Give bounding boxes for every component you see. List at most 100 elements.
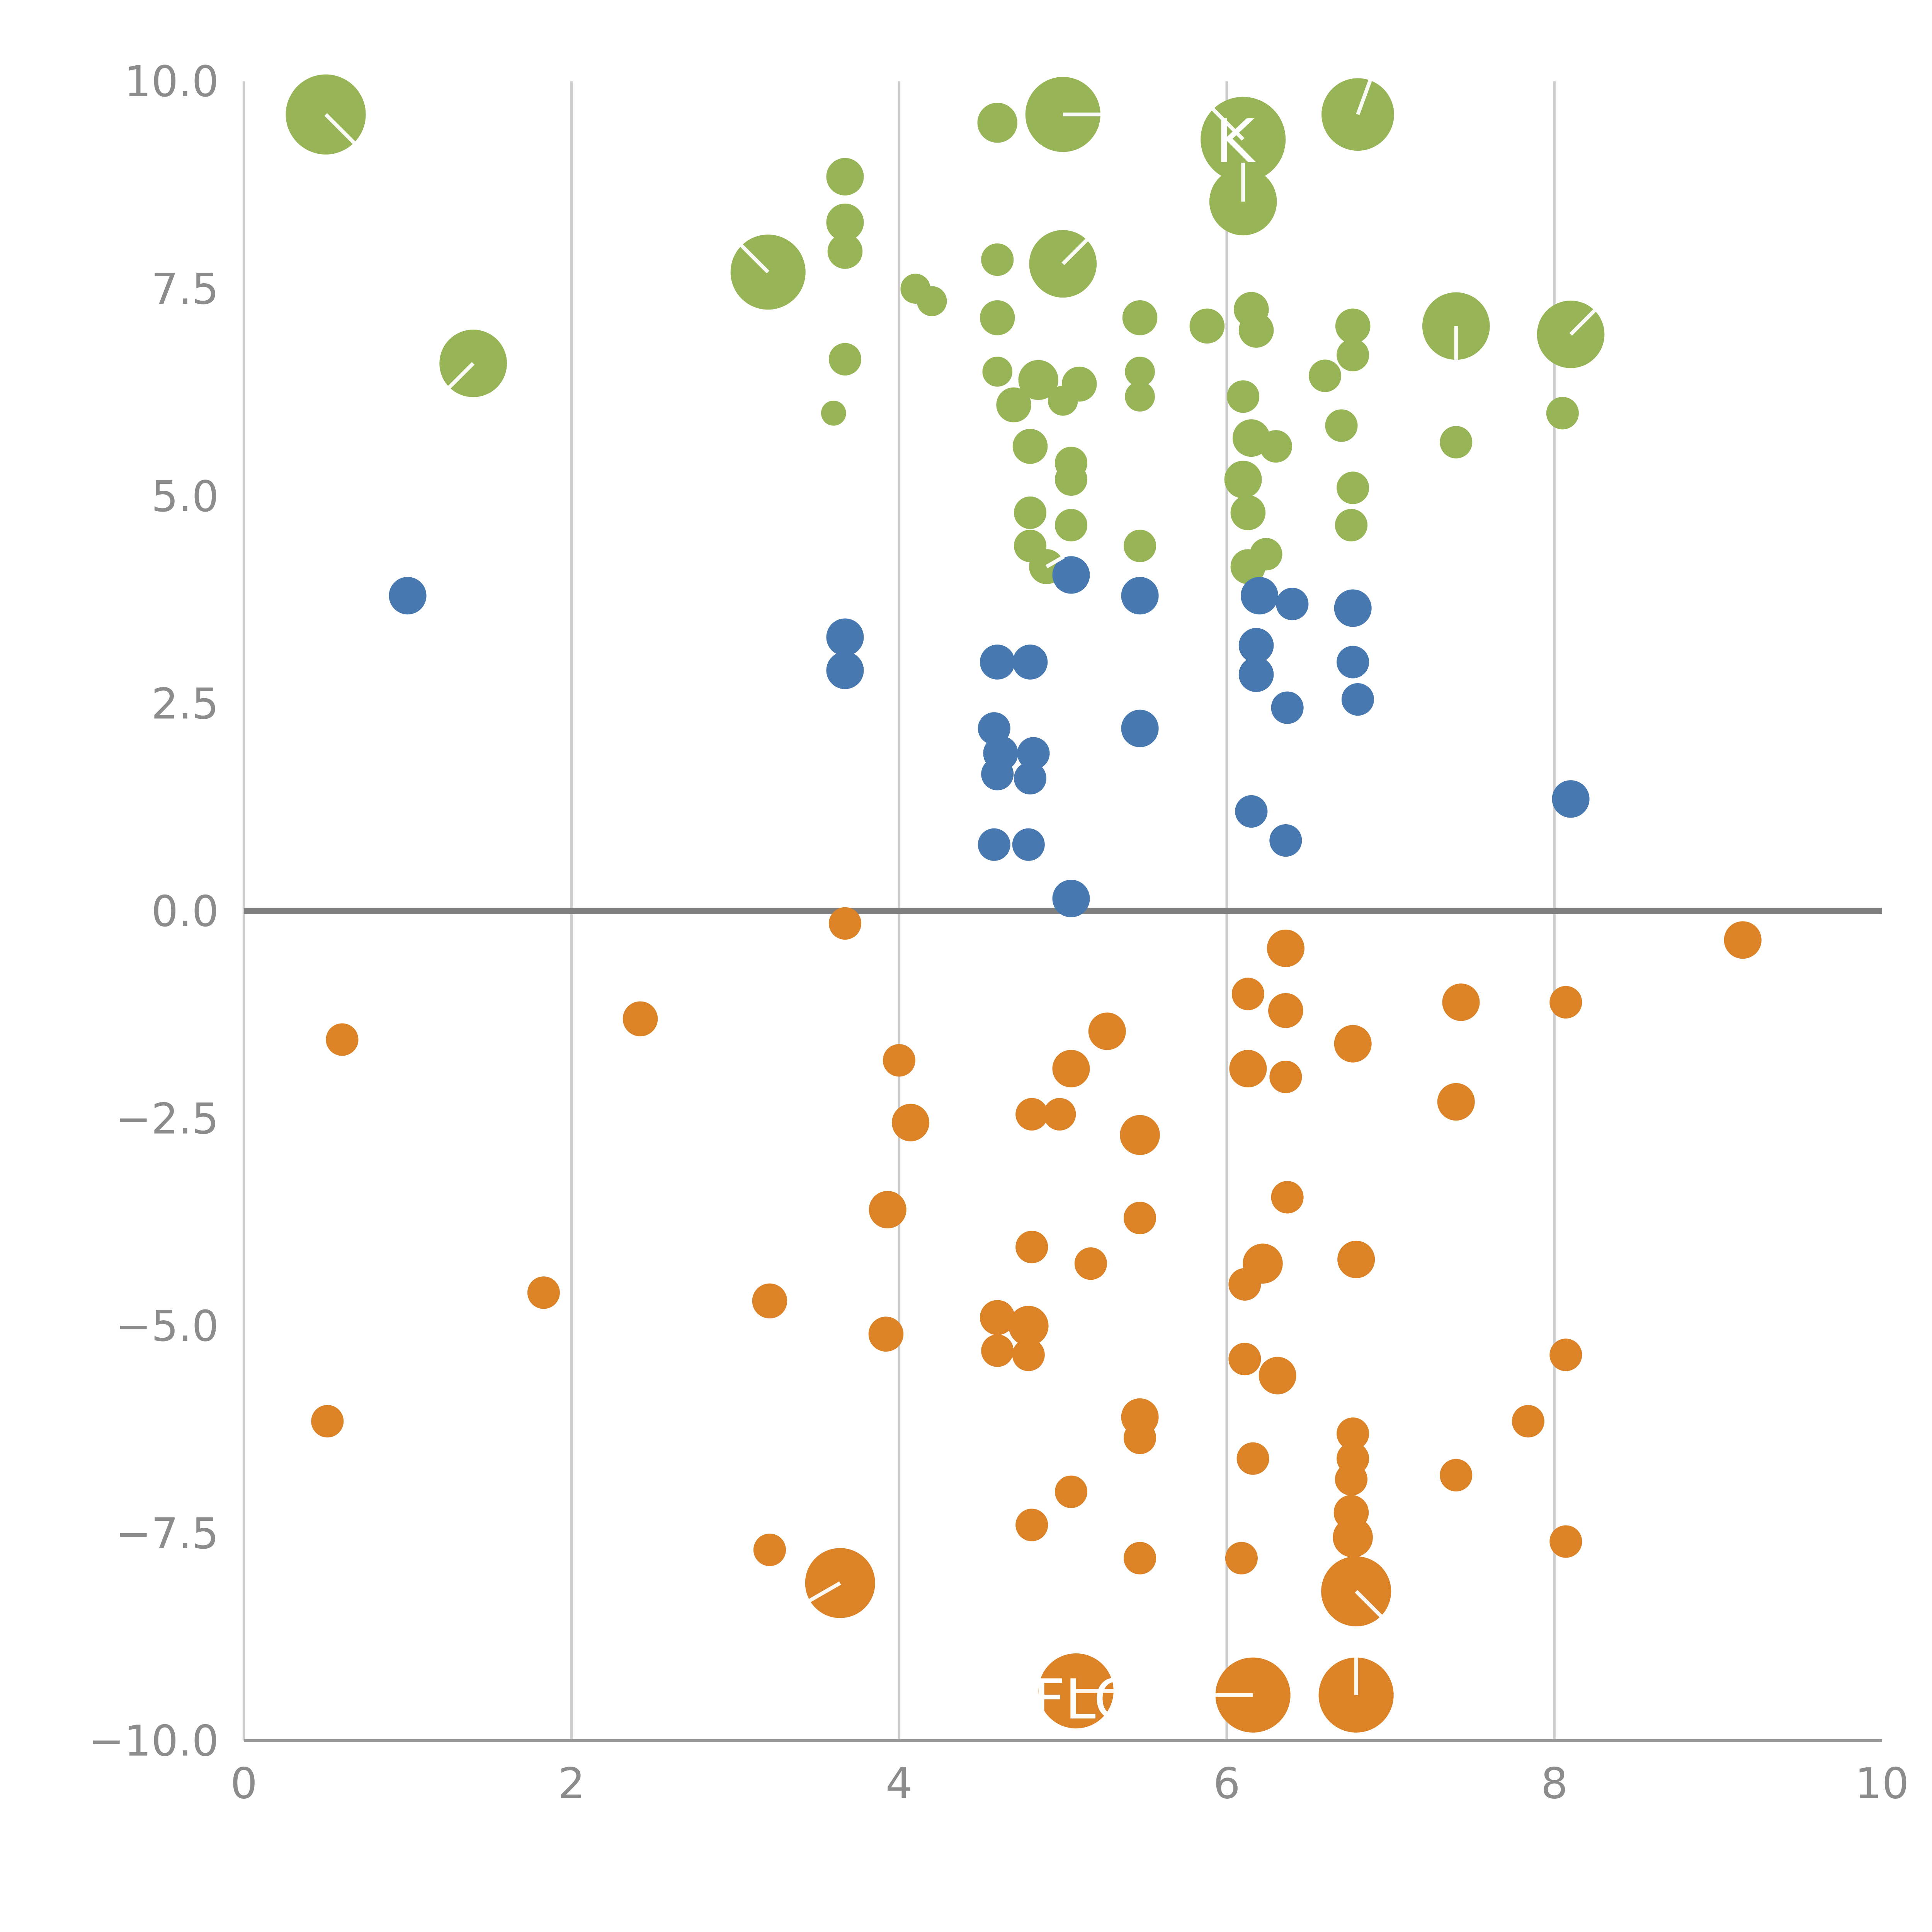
data-point-orange — [1009, 1306, 1049, 1346]
data-point-orange — [1334, 1025, 1372, 1063]
data-point-orange — [1512, 1405, 1544, 1438]
data-point-orange — [1267, 929, 1304, 967]
data-point-blue — [1334, 589, 1372, 627]
data-point-orange — [1123, 1202, 1156, 1235]
data-point-blue — [1276, 588, 1309, 621]
data-point-orange — [981, 1334, 1014, 1367]
y-tick-label: 7.5 — [151, 264, 219, 314]
data-point-orange — [1437, 1083, 1475, 1121]
data-point-orange — [1229, 1050, 1267, 1088]
data-point-green — [828, 343, 862, 376]
data-point-blue — [1052, 556, 1090, 594]
data-point-blue — [981, 758, 1014, 791]
data-point-green — [981, 243, 1014, 276]
data-point-orange — [1015, 1098, 1048, 1131]
data-point-blue — [1337, 646, 1369, 679]
data-point-orange — [1269, 1060, 1302, 1094]
data-point-blue — [826, 618, 864, 656]
data-point-green — [1123, 529, 1156, 562]
data-point-blue — [1271, 691, 1304, 724]
y-tick-label: −2.5 — [116, 1094, 219, 1143]
y-tick-label: −5.0 — [116, 1301, 219, 1351]
data-point-orange — [1724, 921, 1762, 959]
data-point-orange — [1015, 1509, 1048, 1541]
data-point-orange — [1225, 1542, 1258, 1575]
label-leader-line — [324, 113, 360, 148]
y-tick-label: −7.5 — [116, 1509, 219, 1558]
x-tick-label: 10 — [1855, 1759, 1909, 1808]
label-leader-line — [736, 240, 770, 274]
data-point-green — [1335, 308, 1371, 344]
label-leader-line — [804, 1581, 841, 1605]
data-point-orange — [1271, 1181, 1304, 1214]
data-point-orange — [1228, 1343, 1261, 1376]
y-tick-label: 5.0 — [151, 472, 219, 521]
data-point-green — [826, 158, 864, 196]
data-point-orange — [1268, 993, 1303, 1028]
data-point-orange — [1440, 1459, 1473, 1492]
x-tick-label: 6 — [1213, 1759, 1240, 1808]
data-point-blue — [1552, 780, 1590, 818]
label-leader-line — [1356, 75, 1374, 115]
data-point-orange — [883, 1044, 915, 1077]
data-point-green — [1125, 357, 1155, 387]
data-point-green — [1325, 409, 1358, 442]
bubble-label: K — [1215, 106, 1256, 176]
data-point-orange — [1054, 1475, 1088, 1508]
data-point-blue — [1121, 577, 1159, 615]
data-point-orange — [1012, 1338, 1045, 1371]
data-point-blue — [1238, 628, 1274, 663]
data-point-green — [917, 286, 947, 316]
data-point-orange — [1337, 1240, 1375, 1278]
data-point-orange — [869, 1191, 906, 1229]
data-point-orange — [752, 1283, 787, 1319]
data-point-green — [1227, 380, 1260, 413]
data-point-green — [977, 102, 1018, 143]
label-leader-line — [1569, 305, 1600, 336]
data-point-green — [1189, 308, 1225, 344]
data-point-orange — [868, 1316, 904, 1352]
data-point-green — [1012, 429, 1048, 464]
data-point-orange — [1015, 1231, 1048, 1264]
x-tick-label: 0 — [230, 1759, 257, 1808]
data-point-green — [1125, 381, 1155, 412]
data-point-green — [1230, 495, 1266, 531]
y-tick-label: 10.0 — [124, 57, 219, 106]
data-point-green — [1014, 496, 1047, 529]
y-tick-label: 2.5 — [151, 679, 219, 729]
data-point-green — [1054, 509, 1088, 542]
data-point-orange — [1549, 1525, 1582, 1558]
data-point-orange — [1236, 1442, 1269, 1475]
data-point-orange — [311, 1405, 344, 1438]
data-point-green — [1309, 359, 1342, 392]
data-point-orange — [1335, 1463, 1368, 1496]
bubble-label: N — [1266, 214, 1308, 278]
data-point-blue — [1341, 683, 1374, 716]
bubble-label: s — [440, 386, 457, 424]
data-point-orange — [1231, 978, 1264, 1010]
data-point-green — [826, 203, 864, 241]
data-point-blue — [1012, 645, 1048, 680]
data-point-orange — [1052, 1050, 1090, 1088]
data-point-green — [1018, 360, 1058, 400]
data-point-orange — [980, 1300, 1015, 1335]
data-point-orange — [1549, 1338, 1582, 1371]
data-point-orange — [1043, 1098, 1076, 1131]
data-point-green — [996, 387, 1031, 423]
label-leader-line — [1061, 235, 1092, 265]
data-point-green — [1048, 386, 1078, 416]
data-point-orange — [1333, 1517, 1373, 1558]
data-point-green — [1224, 461, 1262, 498]
data-point-orange — [828, 907, 862, 940]
data-point-green — [1440, 426, 1473, 459]
data-point-green — [1122, 300, 1158, 335]
data-point-blue — [1235, 795, 1268, 828]
y-tick-label: −10.0 — [88, 1716, 219, 1766]
data-point-orange — [753, 1533, 786, 1566]
data-point-green — [1337, 338, 1369, 372]
data-point-green — [1238, 313, 1274, 348]
data-point-blue — [826, 651, 864, 689]
data-point-green — [980, 300, 1015, 335]
